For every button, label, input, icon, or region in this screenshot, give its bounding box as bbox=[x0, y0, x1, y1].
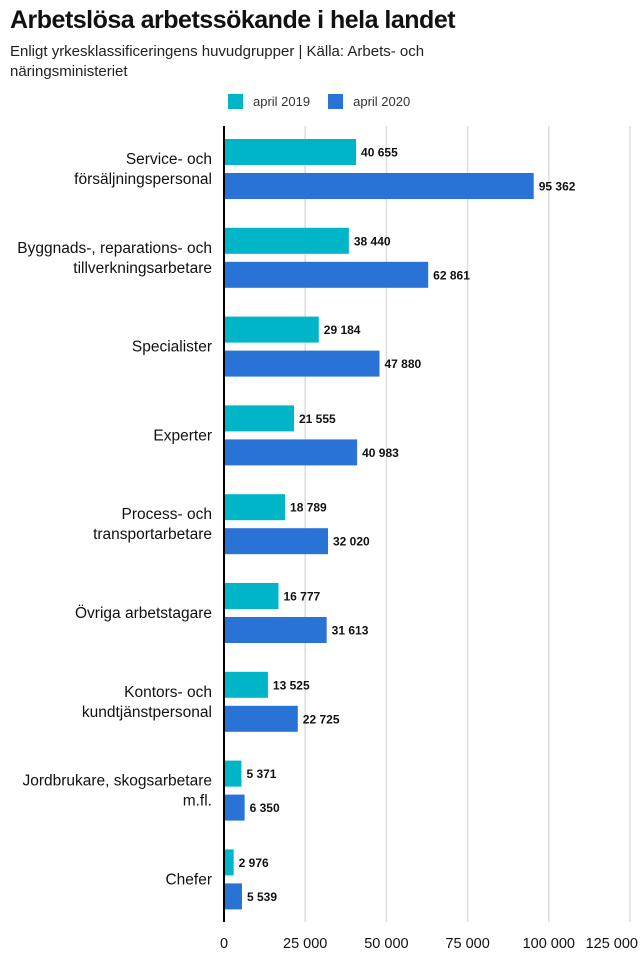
bar-2020-7 bbox=[224, 794, 245, 821]
legend: april 2019 april 2020 bbox=[228, 94, 410, 109]
bar-2020-4 bbox=[224, 528, 329, 555]
bar-2019-1 bbox=[224, 227, 349, 254]
x-tick-label-3: 75 000 bbox=[445, 936, 489, 952]
category-label-line: Experter bbox=[153, 427, 212, 444]
bar-2019-8 bbox=[224, 849, 234, 876]
value-label-2019-6: 13 525 bbox=[273, 678, 310, 692]
category-label-6: Kontors- och kundtjänstpersonal bbox=[82, 684, 212, 721]
legend-swatch-2020 bbox=[328, 94, 344, 109]
legend-label-2019: april 2019 bbox=[253, 94, 311, 109]
value-label-2019-1: 38 440 bbox=[354, 234, 391, 248]
value-label-2020-8: 5 539 bbox=[247, 890, 277, 904]
category-label-line: försäljningspersonal bbox=[74, 171, 212, 188]
value-label-2020-2: 47 880 bbox=[385, 357, 422, 371]
bar-2019-4 bbox=[224, 494, 286, 521]
category-label-1: Byggnads-, reparations- och tillverknings… bbox=[17, 240, 212, 277]
bar-2019-0 bbox=[224, 139, 357, 165]
category-label-line: Övriga arbetstagare bbox=[75, 604, 212, 622]
bar-2019-6 bbox=[224, 671, 268, 698]
category-label-line: Chefer bbox=[165, 871, 212, 888]
category-label-line: Specialister bbox=[132, 339, 212, 356]
value-label-2019-3: 21 555 bbox=[299, 412, 336, 426]
bar-2020-0 bbox=[224, 173, 534, 199]
bar-2019-3 bbox=[224, 405, 295, 432]
category-label-line: Kontors- och bbox=[124, 684, 212, 701]
value-label-2019-0: 40 655 bbox=[361, 146, 398, 160]
category-label-7: Jordbrukare, skogsarbetare m.fl. bbox=[22, 773, 212, 810]
value-label-2020-4: 32 020 bbox=[333, 535, 370, 549]
category-label-0: Service- och försäljningspersonal bbox=[74, 151, 212, 188]
bar-2020-1 bbox=[224, 261, 429, 288]
legend-item-2019: april 2019 bbox=[228, 94, 310, 109]
x-tick-label-1: 25 000 bbox=[283, 936, 327, 952]
category-label-line: transportarbetare bbox=[93, 526, 212, 543]
value-label-2020-1: 62 861 bbox=[433, 268, 470, 282]
x-tick-label-5: 125 000 bbox=[586, 936, 638, 952]
category-label-line: Process- och bbox=[122, 506, 212, 523]
bar-2019-2 bbox=[224, 316, 319, 343]
value-label-2019-7: 5 371 bbox=[246, 767, 276, 781]
value-label-2020-6: 22 725 bbox=[303, 712, 340, 726]
legend-label-2020: april 2020 bbox=[353, 94, 411, 109]
bar-2020-8 bbox=[224, 883, 242, 910]
legend-item-2020: april 2020 bbox=[328, 94, 410, 109]
bar-2020-2 bbox=[224, 350, 380, 377]
category-label-line: Service- och bbox=[126, 151, 212, 168]
category-label-line: Jordbrukare, skogsarbetare bbox=[22, 773, 212, 790]
bar-2019-7 bbox=[224, 760, 242, 787]
legend-swatch-2019 bbox=[228, 94, 243, 109]
category-label-3: Experter bbox=[153, 427, 212, 444]
category-label-5: Övriga arbetstagare bbox=[75, 604, 212, 622]
chart-title: Arbetslösa arbetssökande i hela landet bbox=[10, 6, 456, 34]
category-label-2: Specialister bbox=[132, 339, 212, 356]
category-label-4: Process- och transportarbetare bbox=[93, 506, 212, 543]
bar-2020-3 bbox=[224, 439, 358, 466]
bar-2019-5 bbox=[224, 583, 279, 609]
value-label-2020-0: 95 362 bbox=[539, 180, 576, 194]
x-tick-label-0: 0 bbox=[220, 936, 228, 952]
value-label-2020-3: 40 983 bbox=[362, 446, 399, 460]
value-label-2020-5: 31 613 bbox=[332, 624, 369, 638]
chart-subtitle: Enligt yrkesklassificeringens huvudgrupp… bbox=[10, 43, 425, 80]
category-label-8: Chefer bbox=[165, 871, 212, 888]
category-label-line: tillverkningsarbetare bbox=[73, 260, 212, 277]
category-label-line: m.fl. bbox=[183, 793, 212, 810]
x-tick-label-2: 50 000 bbox=[364, 936, 408, 952]
bar-2020-6 bbox=[224, 705, 298, 732]
category-label-line: Byggnads-, reparations- och bbox=[17, 240, 212, 257]
value-label-2019-5: 16 777 bbox=[283, 590, 320, 604]
value-label-2020-7: 6 350 bbox=[250, 801, 280, 815]
value-label-2019-2: 29 184 bbox=[324, 323, 361, 337]
x-tick-label-4: 100 000 bbox=[523, 936, 575, 952]
category-label-line: kundtjänstpersonal bbox=[82, 704, 212, 721]
value-label-2019-4: 18 789 bbox=[290, 501, 327, 515]
value-label-2019-8: 2 976 bbox=[239, 856, 269, 870]
bar-2020-5 bbox=[224, 617, 327, 643]
